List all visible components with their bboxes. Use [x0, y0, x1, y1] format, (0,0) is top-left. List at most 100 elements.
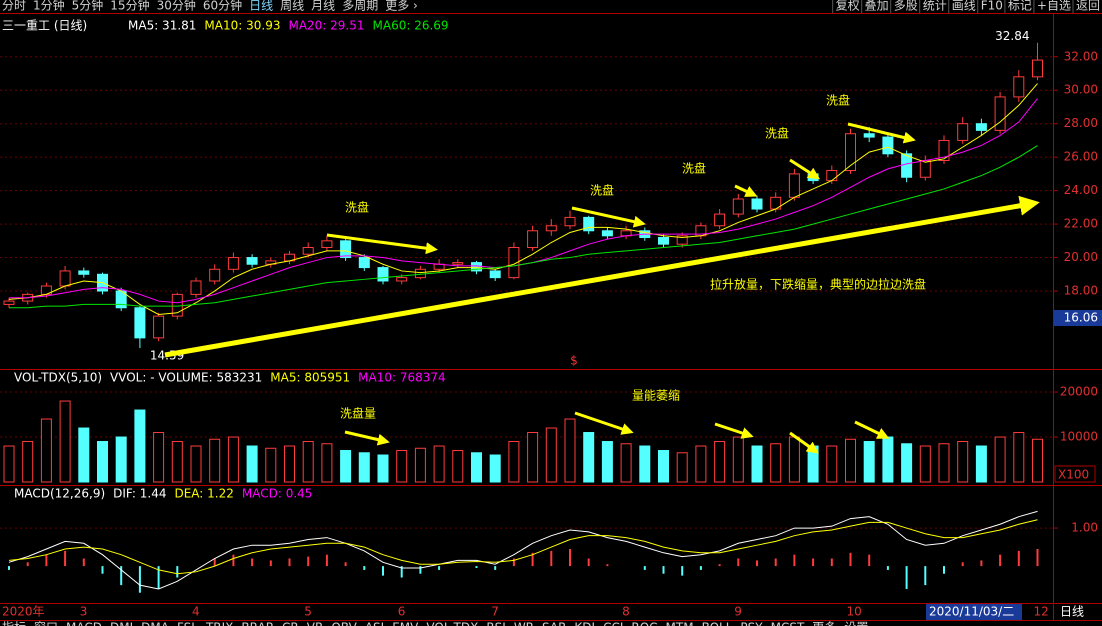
indicator-line	[8, 510, 1038, 590]
indicator-tab[interactable]: FSL	[177, 621, 198, 626]
volume-bar	[714, 441, 726, 483]
candle-body	[714, 213, 726, 227]
candle-body	[863, 133, 875, 138]
volume-bar	[901, 443, 913, 483]
indicator-tab[interactable]: ASI	[365, 621, 384, 626]
candle-body	[340, 240, 352, 259]
volume-bar	[22, 441, 34, 483]
volume-bar	[97, 441, 108, 483]
volume-bar	[882, 436, 894, 483]
indicator-tab[interactable]: CCI	[603, 621, 623, 626]
candle-body	[134, 307, 146, 339]
indicator-tab[interactable]: KDJ	[574, 621, 595, 626]
x-tick-label: 2020年	[2, 605, 45, 619]
volume-bar	[545, 427, 557, 483]
toolbar-button[interactable]: 返回	[1076, 0, 1100, 13]
indicator-tab[interactable]: DMA	[141, 621, 170, 626]
volume-bar	[265, 447, 277, 483]
annotation: 洗盘	[682, 161, 706, 176]
indicator-tab[interactable]: BRAR	[241, 621, 274, 626]
indicator-tab[interactable]: DMI	[110, 621, 133, 626]
indicator-tab[interactable]: MACD	[66, 621, 102, 626]
volume-bar	[115, 436, 127, 483]
toolbar-button[interactable]: 标记	[1008, 0, 1032, 13]
y-tick-label: 10000	[1060, 430, 1098, 444]
candle-body	[246, 257, 258, 265]
indicator-tab[interactable]: PSY	[740, 621, 763, 626]
indicator-tab[interactable]: OBV	[331, 621, 357, 626]
indicator-tab[interactable]: 窗口	[34, 621, 58, 626]
y-tick-label: 24.00	[1064, 183, 1098, 197]
toolbar-button[interactable]: 统计	[923, 0, 947, 13]
candle-body	[583, 216, 595, 232]
indicator-tab[interactable]: 指标	[2, 620, 26, 626]
indicator-tab[interactable]: VOL-TDX	[426, 621, 478, 626]
volume-bar	[3, 445, 15, 483]
indicator-tab[interactable]: VR	[307, 621, 324, 626]
indicator-tab[interactable]: MTM	[666, 621, 694, 626]
volume-bar	[358, 452, 370, 483]
toolbar-button[interactable]: 复权	[836, 0, 860, 13]
indicator-tab[interactable]: ROC	[631, 621, 657, 626]
volume-bar	[471, 452, 482, 483]
x-tick-label: 12	[1034, 605, 1049, 619]
indicator-tab[interactable]: EMV	[392, 621, 419, 626]
toolbar-item[interactable]: 多周期	[342, 0, 378, 13]
candle-body	[527, 230, 539, 249]
toolbar-item[interactable]: 60分钟	[203, 0, 242, 13]
volume-bar	[59, 400, 71, 483]
indicator-tab[interactable]: SAR	[542, 621, 566, 626]
volume-bar	[938, 443, 950, 483]
volume-bar	[433, 445, 445, 483]
indicator-tab[interactable]: TRIX	[205, 621, 233, 626]
indicator-tab[interactable]: 设置	[844, 621, 868, 626]
toolbar-item[interactable]: 月线	[311, 0, 335, 13]
volume-bar	[377, 454, 389, 483]
indicator-legend: MACD: 0.45	[242, 487, 313, 501]
volume-bar	[284, 445, 295, 483]
toolbar-button[interactable]: 多股	[894, 0, 918, 13]
toolbar-item[interactable]: 1分钟	[33, 0, 65, 13]
toolbar-item[interactable]: 30分钟	[157, 0, 196, 13]
indicator-line	[8, 83, 1038, 315]
indicator-legend: MA5: 31.81	[128, 19, 196, 33]
volume-bar	[396, 450, 408, 483]
indicator-tab[interactable]: MCST	[771, 621, 805, 626]
cursor-price-box	[1054, 310, 1102, 326]
toolbar-item[interactable]: 分时	[2, 0, 26, 13]
high-label: 32.84	[995, 29, 1029, 43]
toolbar-item[interactable]: 日线	[249, 0, 273, 13]
toolbar-item[interactable]: 5分钟	[72, 0, 104, 13]
candle-body	[3, 300, 15, 305]
candle-body	[845, 133, 856, 172]
candle-body	[564, 216, 576, 227]
indicator-tab[interactable]: 更多	[812, 621, 836, 626]
candle-body	[545, 225, 557, 232]
indicator-tab[interactable]: CR	[282, 621, 299, 626]
candle-body	[489, 270, 501, 279]
candle-body	[882, 136, 894, 155]
toolbar-button[interactable]: 叠加	[865, 0, 889, 13]
indicator-legend: MA10: 30.93	[204, 19, 280, 33]
toolbar-item[interactable]: 周线	[280, 0, 304, 13]
annotation: 洗盘	[590, 183, 614, 198]
indicator-legend: MA5: 805951	[270, 371, 350, 385]
indicator-tab[interactable]: WR	[514, 621, 534, 626]
candle-body	[358, 257, 370, 269]
candle-body	[452, 262, 464, 265]
volume-bar	[583, 432, 595, 483]
x-tick-label: 3	[80, 605, 88, 619]
x-tick-label: 4	[192, 605, 200, 619]
toolbar-button[interactable]: +自选	[1037, 0, 1071, 13]
annotation: 量能萎缩	[632, 388, 680, 403]
toolbar-item[interactable]: 更多 ›	[385, 0, 418, 13]
cursor-date: 2020/11/03/二	[929, 605, 1014, 619]
toolbar-button[interactable]: 画线	[952, 0, 976, 13]
indicator-tab[interactable]: BOLL	[702, 621, 733, 626]
toolbar-button[interactable]: F10	[981, 0, 1003, 13]
indicator-legend: MACD(12,26,9)	[14, 487, 105, 501]
volume-bar	[508, 441, 520, 483]
indicator-tab[interactable]: RSI	[486, 621, 506, 626]
volume-bar	[863, 441, 875, 483]
toolbar-item[interactable]: 15分钟	[110, 0, 149, 13]
